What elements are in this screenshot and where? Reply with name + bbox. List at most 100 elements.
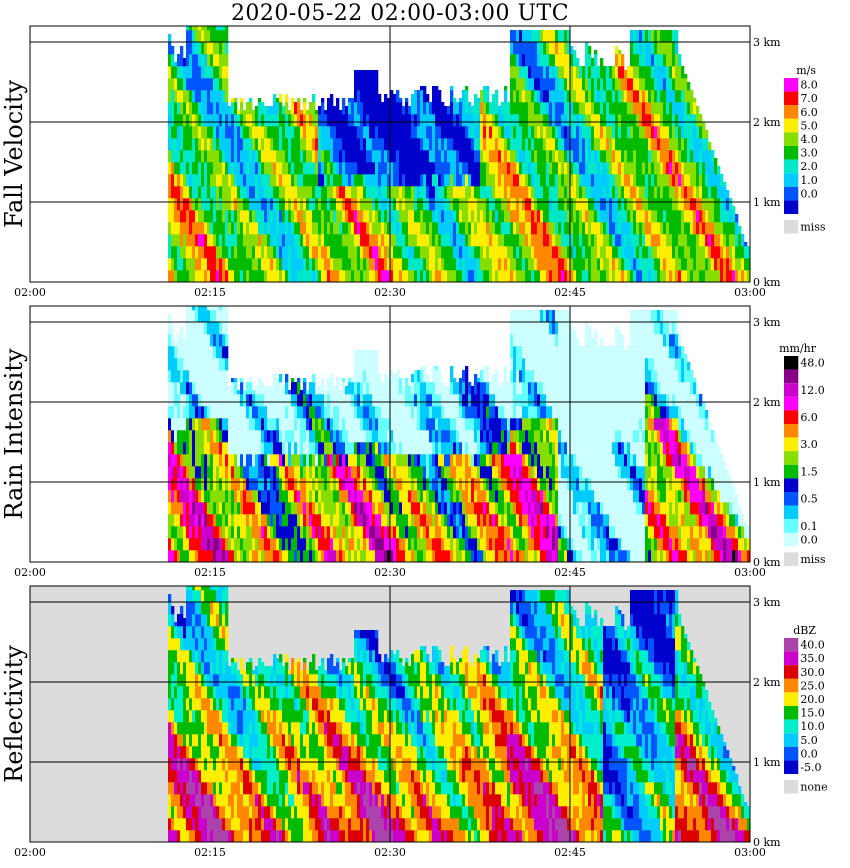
legend-label: miss [800,553,826,566]
legend-swatch [784,91,799,106]
legend-label: 7.0 [800,92,818,105]
heatmap-field [168,586,751,843]
x-tick-label: 02:45 [554,286,586,299]
y-tick-label: 2 km [753,116,781,129]
legend-swatch [784,532,799,547]
x-tick-label: 02:15 [194,286,226,299]
legend-swatch [784,424,799,438]
legend-label: 1.5 [800,465,818,478]
legend-swatch [784,746,799,761]
legend-swatch [784,651,799,666]
y-axis: 0 km 1 km 2 km 3 km [30,596,781,849]
panel-1: 0 km 1 km 2 km 3 km 02:00 02:15 02:30 02:45 03:0… [0,305,826,579]
legend-swatch [784,118,799,133]
legend-label: 3.0 [800,438,818,451]
legend-label: 2.0 [800,160,818,173]
legend-swatch [784,132,799,146]
legend: dBZ 40.035.030.025.020.015.010.05.00.0-5.… [784,624,828,794]
y-tick-label: 1 km [753,196,781,209]
legend-label: 0.1 [800,520,818,533]
y-tick-label: 3 km [753,36,781,49]
legend-swatch [784,383,799,397]
y-tick-label: 1 km [753,476,781,489]
x-tick-label: 02:30 [374,286,406,299]
legend-swatch [784,369,799,384]
legend-label: 30.0 [800,666,825,679]
legend-swatch [784,519,799,533]
legend-swatch [784,464,799,479]
plot-frame [29,585,751,843]
legend-swatch [784,678,799,693]
legend-label: miss [800,221,826,234]
legend-swatch [784,692,799,706]
legend-swatch [784,105,799,119]
legend-label: 15.0 [800,707,825,720]
panel-label: Reflectivity [0,645,28,783]
x-tick-label: 02:45 [554,566,586,579]
legend-label: none [800,781,827,794]
y-tick-label: 2 km [753,676,781,689]
legend-label: 10.0 [800,720,825,733]
y-tick-label: 2 km [753,396,781,409]
legend-label: 0.0 [800,747,818,760]
x-tick-label: 02:15 [194,566,226,579]
x-tick-label: 02:45 [554,846,586,859]
legend-swatch [784,410,799,424]
x-tick-label: 02:30 [374,566,406,579]
legend-unit: dBZ [793,624,816,637]
legend-swatch [784,78,799,92]
legend-swatch [784,437,799,452]
legend-label: 12.0 [800,384,825,397]
y-tick-label: 0 km [753,276,781,289]
legend-unit: m/s [796,64,816,77]
x-tick-label: 02:00 [14,286,46,299]
x-tick-label: 02:00 [14,566,46,579]
legend: mm/hr 48.0 12.0 6.0 3.0 1.5 0.5 0.10.0 miss [779,342,826,566]
legend-label: -5.0 [800,761,821,774]
legend-swatch [784,552,799,566]
legend-swatch [784,719,799,734]
x-tick-label: 03:00 [734,286,766,299]
heatmap-field [168,26,751,283]
legend-swatch [784,186,799,201]
legend-label: 40.0 [800,639,825,652]
y-tick-label: 0 km [753,836,781,849]
y-tick-label: 3 km [753,596,781,609]
legend-swatch [784,760,799,774]
panel-label: Fall Velocity [0,80,28,229]
x-tick-label: 02:00 [14,846,46,859]
legend-swatch [784,505,799,520]
legend-swatch [784,451,799,465]
legend-swatch [784,706,799,720]
legend-label: 4.0 [800,133,818,146]
legend-swatch [784,396,799,411]
legend-swatch [784,780,799,794]
legend-swatch [784,638,799,652]
legend-label: 6.0 [800,106,818,119]
legend-swatch [784,159,799,174]
legend-label: 5.0 [800,734,818,747]
legend-swatch [784,478,799,492]
legend-label: 6.0 [800,411,818,424]
legend-swatch [784,173,799,187]
heatmap-field [168,306,751,563]
legend-label: 0.0 [800,533,818,546]
y-tick-label: 3 km [753,316,781,329]
x-tick-label: 02:15 [194,846,226,859]
y-tick-label: 0 km [753,556,781,569]
legend-swatch [784,146,799,160]
x-axis: 02:00 02:15 02:30 02:45 03:00 [14,26,766,299]
legend-label: 0.0 [800,187,818,200]
legend-label: 25.0 [800,679,825,692]
legend: m/s 8.07.06.05.04.03.02.01.00.0 miss [784,64,826,234]
panel-label: Rain Intensity [0,348,28,520]
plot-frame [29,25,751,283]
chart-title: 2020-05-22 02:00-03:00 UTC [230,1,570,26]
x-tick-label: 03:00 [734,846,766,859]
legend-label: 5.0 [800,119,818,132]
legend-swatch [784,356,799,370]
x-axis: 02:00 02:15 02:30 02:45 03:00 [14,586,766,859]
x-tick-label: 03:00 [734,566,766,579]
legend-label: 8.0 [800,79,818,92]
panel-0: 0 km 1 km 2 km 3 km 02:00 02:15 02:30 02:45 03:0… [0,25,826,299]
